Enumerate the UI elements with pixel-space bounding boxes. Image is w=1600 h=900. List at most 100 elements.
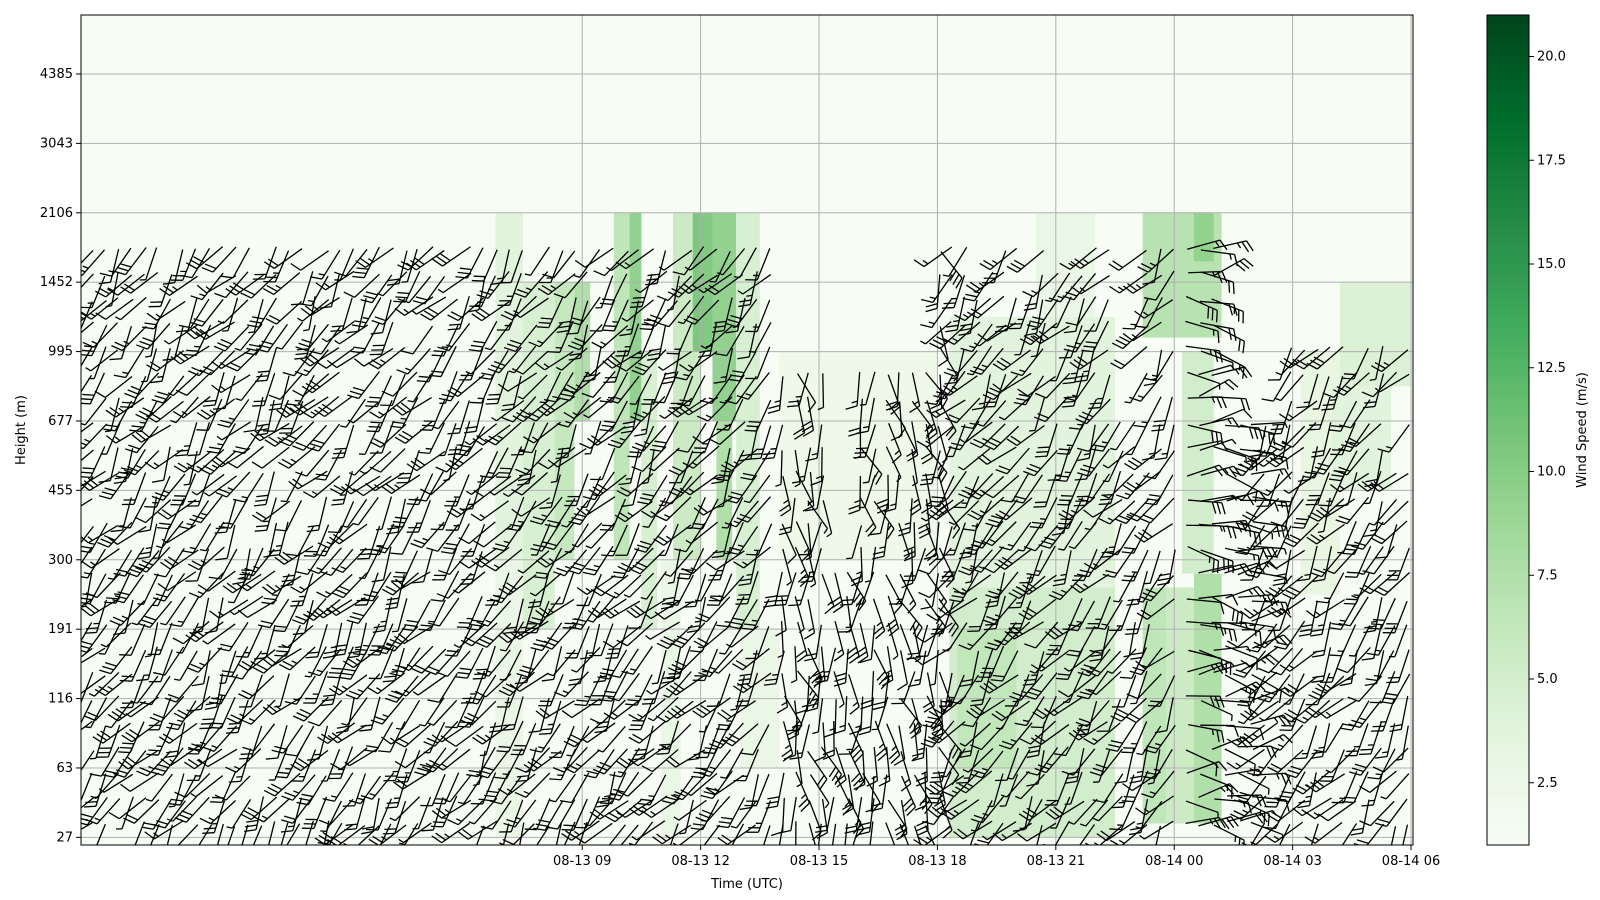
barb-shaft xyxy=(192,523,212,554)
barb-shaft xyxy=(81,321,94,334)
wind-barb xyxy=(141,348,158,383)
barb-flag xyxy=(684,601,697,604)
wind-barb xyxy=(263,399,290,432)
wind-barb xyxy=(131,675,159,704)
barb-shaft xyxy=(81,422,94,433)
wind-barb xyxy=(234,323,263,352)
barb-flag xyxy=(190,793,197,798)
barb-flag xyxy=(584,695,591,698)
barb-flag xyxy=(176,449,189,452)
barb-flag xyxy=(107,287,114,292)
barb-flag xyxy=(271,594,278,597)
barb-flag xyxy=(204,263,217,270)
barb-shaft xyxy=(250,274,277,299)
wind-barb xyxy=(197,570,236,592)
barb-flag xyxy=(200,559,207,564)
barb-flag xyxy=(138,551,151,555)
barb-flag xyxy=(608,648,621,650)
barb-flag xyxy=(240,753,253,755)
barb-flag xyxy=(202,857,214,858)
barb-shaft xyxy=(198,449,225,473)
barb-flag xyxy=(189,328,200,337)
barb-flag xyxy=(55,663,65,669)
barb-flag xyxy=(252,815,265,823)
barb-shaft xyxy=(266,399,275,434)
barb-shaft xyxy=(224,650,237,684)
barb-flag xyxy=(795,395,802,398)
barb-flag xyxy=(724,621,731,624)
barb-shaft xyxy=(220,548,238,580)
barb-shaft xyxy=(859,475,862,510)
barb-flag xyxy=(54,610,64,617)
barb-flag xyxy=(217,423,230,428)
barb-flag xyxy=(81,422,86,426)
barb-flag xyxy=(175,454,188,457)
wind-barb xyxy=(81,472,120,492)
barb-shaft xyxy=(196,548,210,582)
barb-shaft xyxy=(159,622,173,655)
barb-flag xyxy=(190,663,202,670)
barb-flag xyxy=(254,430,265,439)
barb-flag xyxy=(160,622,167,626)
barb-flag xyxy=(136,678,149,682)
wind-barb xyxy=(81,675,106,695)
wind-barb xyxy=(111,325,147,352)
barb-flag xyxy=(217,647,230,652)
barb-flag xyxy=(72,395,78,396)
barb-flag xyxy=(81,576,88,579)
barb-shaft xyxy=(81,647,106,664)
barb-flag xyxy=(161,538,168,544)
barb-shaft xyxy=(165,548,185,578)
barb-shaft xyxy=(104,623,121,655)
barb-flag xyxy=(82,393,95,396)
barb-flag xyxy=(87,536,93,541)
wind-barb xyxy=(187,647,223,673)
barb-flag xyxy=(81,269,86,273)
barb-flag xyxy=(651,682,658,685)
barb-flag xyxy=(461,578,474,581)
wind-barb xyxy=(227,825,236,845)
barb-shaft xyxy=(160,274,173,307)
barb-flag xyxy=(153,573,166,578)
barb-flag xyxy=(195,331,206,340)
barb-flag xyxy=(188,746,200,753)
barb-shaft xyxy=(133,472,147,505)
barb-flag xyxy=(220,338,232,345)
barb-shaft xyxy=(160,649,173,682)
barb-flag xyxy=(178,351,189,360)
barb-shaft xyxy=(207,570,236,592)
barb-shaft xyxy=(196,473,225,496)
wind-barb xyxy=(232,548,251,585)
barb-flag xyxy=(138,563,151,570)
barb-shaft xyxy=(141,424,172,443)
barb-flag xyxy=(201,512,208,516)
wind-barb xyxy=(98,773,134,793)
barb-flag xyxy=(131,564,144,570)
barb-flag xyxy=(149,361,161,369)
barb-flag xyxy=(355,648,368,651)
barb-flag xyxy=(265,757,278,760)
barb-flag xyxy=(203,492,210,497)
barb-flag xyxy=(469,305,482,308)
barb-flag xyxy=(213,345,226,352)
barb-flag xyxy=(248,331,255,334)
barb-flag xyxy=(81,649,87,653)
wind-barb xyxy=(208,548,238,580)
barb-shaft xyxy=(280,375,290,409)
wind-barb xyxy=(222,573,262,594)
barb-flag xyxy=(115,475,128,479)
wind-barb xyxy=(252,798,290,823)
barb-flag xyxy=(177,709,189,717)
barb-flag xyxy=(145,798,152,802)
barb-shaft xyxy=(114,400,133,432)
barb-shaft xyxy=(147,323,171,350)
barb-flag xyxy=(251,316,264,320)
barb-flag xyxy=(214,794,227,801)
barb-flag xyxy=(155,313,162,319)
barb-shaft xyxy=(180,596,200,627)
barb-shaft xyxy=(81,622,93,643)
barb-flag xyxy=(330,329,343,332)
barb-flag xyxy=(365,405,378,408)
barb-shaft xyxy=(269,598,290,628)
wind-barb xyxy=(84,697,108,729)
